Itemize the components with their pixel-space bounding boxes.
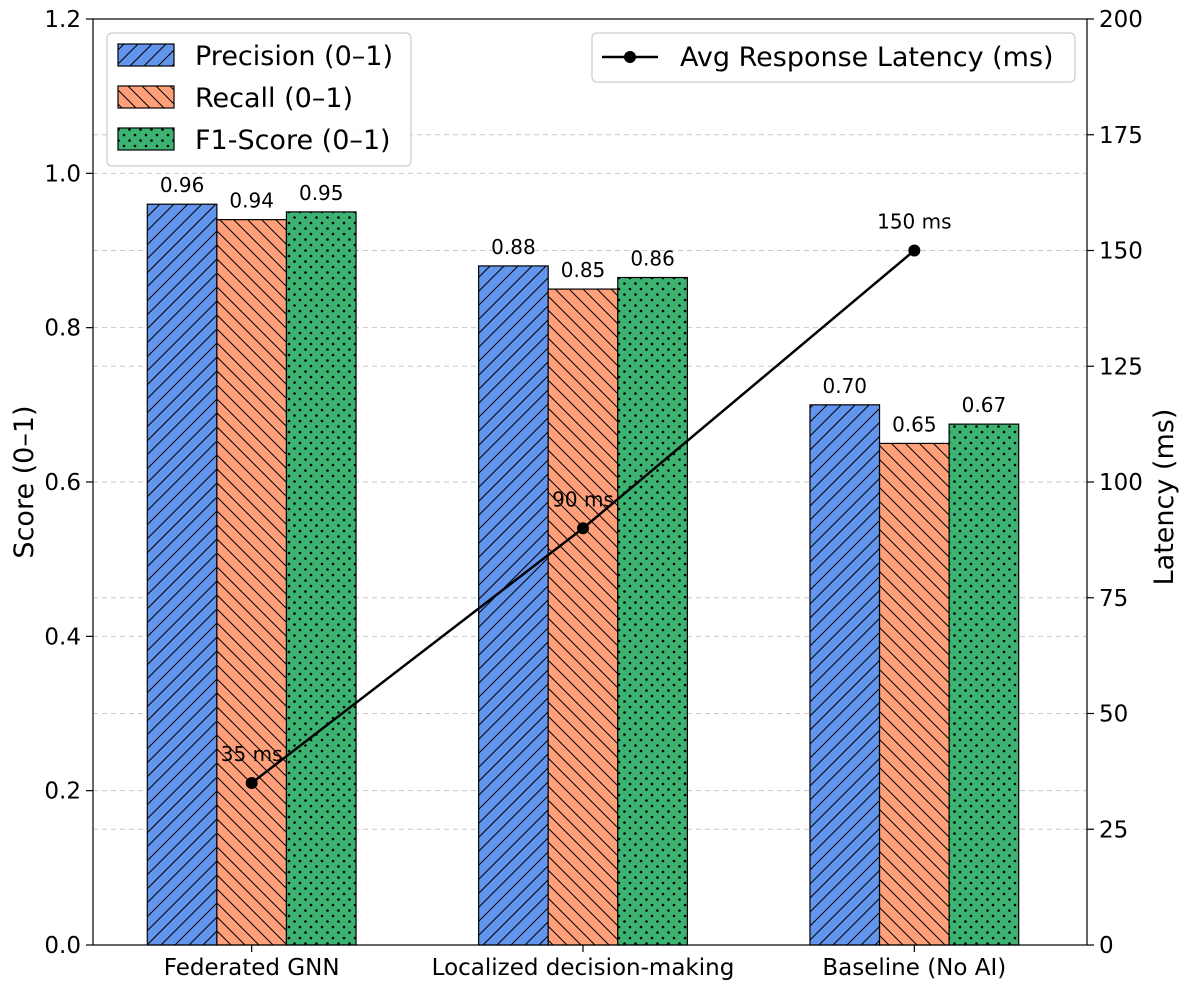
y2-tick-label: 125 xyxy=(1099,354,1143,380)
latency-point xyxy=(908,244,921,257)
y-tick-label: 1.0 xyxy=(44,161,81,187)
bar-value-label: 0.70 xyxy=(822,374,867,398)
y2-tick-label: 175 xyxy=(1099,123,1143,149)
y-tick-label: 0.2 xyxy=(44,779,81,805)
y2-tick-label: 75 xyxy=(1099,586,1128,612)
bar-hatch-1-2 xyxy=(478,265,549,946)
y-tick-label: 1.2 xyxy=(44,7,81,33)
legend-label: Precision (0–1) xyxy=(195,41,393,72)
bar-value-label: 0.96 xyxy=(160,173,205,197)
y2-tick-label: 0 xyxy=(1099,933,1114,959)
bar-value-label: 0.67 xyxy=(962,393,1007,417)
legends: Precision (0–1) Recall (0–1) F1-Score (0–1… xyxy=(106,32,1076,167)
y2-tick-label: 150 xyxy=(1099,239,1143,265)
legend-label: Avg Response Latency (ms) xyxy=(680,42,1054,73)
legend-bars: Precision (0–1) Recall (0–1) F1-Score (0–1… xyxy=(106,32,412,167)
bar-hatch-3-1 xyxy=(285,211,357,946)
y-tick-label: 0.6 xyxy=(44,470,81,496)
legend-box xyxy=(106,32,412,167)
bar-hatch-2-3 xyxy=(878,442,950,946)
bar-hatch-1-3 xyxy=(809,404,881,946)
bar-hatch-3-3 xyxy=(948,423,1020,946)
legend-line: Avg Response Latency (ms) xyxy=(591,32,1076,83)
legend-swatch-hatch xyxy=(117,43,175,67)
latency-value-label: 35 ms xyxy=(221,742,283,766)
legend-label: F1-Score (0–1) xyxy=(195,125,391,156)
bar-value-label: 0.86 xyxy=(630,247,675,271)
bar-value-label: 0.94 xyxy=(229,189,274,213)
legend-box xyxy=(591,32,1076,83)
x-tick-label: Baseline (No AI) xyxy=(822,955,1006,981)
data-labels: 0.96 0.88 0.70 0.94 0.85 0.65 0.95 0.86 0.67 35 m… xyxy=(160,173,1006,766)
latency-line xyxy=(245,244,921,789)
bar-value-label: 0.95 xyxy=(299,181,344,205)
legend-label: Recall (0–1) xyxy=(195,83,353,114)
bar-hatch-2-1 xyxy=(216,219,288,946)
latency-value-label: 90 ms xyxy=(552,487,614,511)
y-axis-title: Score (0–1) xyxy=(9,405,40,558)
y-tick-label: 0.0 xyxy=(44,933,81,959)
legend-swatch-hatch xyxy=(117,85,175,109)
y-tick-label: 0.8 xyxy=(44,316,81,342)
legend-marker xyxy=(624,51,636,63)
y2-tick-label: 200 xyxy=(1099,7,1143,33)
y2-tick-label: 50 xyxy=(1099,702,1128,728)
bars xyxy=(146,203,1020,946)
bar-hatch-2-2 xyxy=(547,288,619,946)
bar-hatch-1-1 xyxy=(146,203,218,946)
y2-axis-title: Latency (ms) xyxy=(1149,409,1180,586)
x-tick-label: Federated GNN xyxy=(164,955,340,981)
legend-swatch-hatch xyxy=(117,127,175,151)
y2-tick-label: 25 xyxy=(1099,817,1128,843)
bar-hatch-3-2 xyxy=(617,276,688,946)
latency-point xyxy=(245,776,258,789)
bar-value-label: 0.88 xyxy=(491,235,536,259)
y2-tick-label: 100 xyxy=(1099,470,1143,496)
y-tick-label: 0.4 xyxy=(44,624,81,650)
latency-value-label: 150 ms xyxy=(877,210,951,234)
bar-value-label: 0.85 xyxy=(561,258,606,282)
bar-value-label: 0.65 xyxy=(892,412,937,436)
x-tick-label: Localized decision-making xyxy=(432,955,735,981)
axes: 0.0 0.2 0.4 0.6 0.8 1.0 1.2 0 25 50 75 100 125 150 175… xyxy=(9,7,1180,981)
latency-point xyxy=(577,522,589,535)
